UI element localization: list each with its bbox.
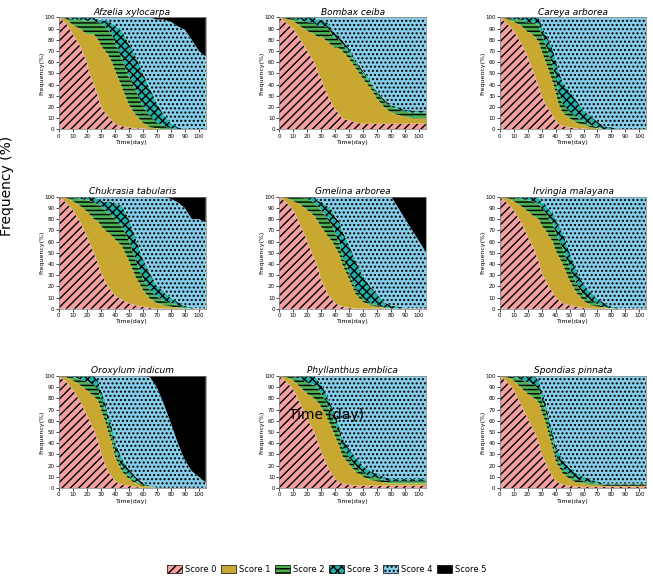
Title: Bombax ceiba: Bombax ceiba xyxy=(321,8,385,17)
X-axis label: Time(day): Time(day) xyxy=(116,320,148,324)
Y-axis label: Frequency(%): Frequency(%) xyxy=(480,231,485,274)
Text: Time (day): Time (day) xyxy=(289,408,364,422)
Y-axis label: Frequency(%): Frequency(%) xyxy=(259,52,264,95)
X-axis label: Time(day): Time(day) xyxy=(337,320,368,324)
Title: Careya arborea: Careya arborea xyxy=(538,8,608,17)
X-axis label: Time(day): Time(day) xyxy=(337,140,368,145)
Legend: Score 0, Score 1, Score 2, Score 3, Score 4, Score 5: Score 0, Score 1, Score 2, Score 3, Scor… xyxy=(167,565,486,574)
Title: Irvingia malayana: Irvingia malayana xyxy=(532,187,614,196)
X-axis label: Time(day): Time(day) xyxy=(337,498,368,504)
Title: Spondias pinnata: Spondias pinnata xyxy=(534,366,613,375)
X-axis label: Time(day): Time(day) xyxy=(116,140,148,145)
Y-axis label: Frequency(%): Frequency(%) xyxy=(39,231,44,274)
Title: Gmelina arborea: Gmelina arborea xyxy=(315,187,390,196)
Y-axis label: Frequency(%): Frequency(%) xyxy=(39,52,44,95)
X-axis label: Time(day): Time(day) xyxy=(557,320,589,324)
X-axis label: Time(day): Time(day) xyxy=(557,498,589,504)
Text: Frequency (%): Frequency (%) xyxy=(0,136,14,236)
Y-axis label: Frequency(%): Frequency(%) xyxy=(39,410,44,454)
Title: Oroxylum indicum: Oroxylum indicum xyxy=(91,366,174,375)
Y-axis label: Frequency(%): Frequency(%) xyxy=(480,410,485,454)
Title: Chukrasia tabularis: Chukrasia tabularis xyxy=(89,187,176,196)
Title: Afzelia xylocarpa: Afzelia xylocarpa xyxy=(93,8,171,17)
X-axis label: Time(day): Time(day) xyxy=(116,498,148,504)
Y-axis label: Frequency(%): Frequency(%) xyxy=(480,52,485,95)
Y-axis label: Frequency(%): Frequency(%) xyxy=(259,231,264,274)
Y-axis label: Frequency(%): Frequency(%) xyxy=(259,410,264,454)
X-axis label: Time(day): Time(day) xyxy=(557,140,589,145)
Title: Phyllanthus emblica: Phyllanthus emblica xyxy=(307,366,398,375)
